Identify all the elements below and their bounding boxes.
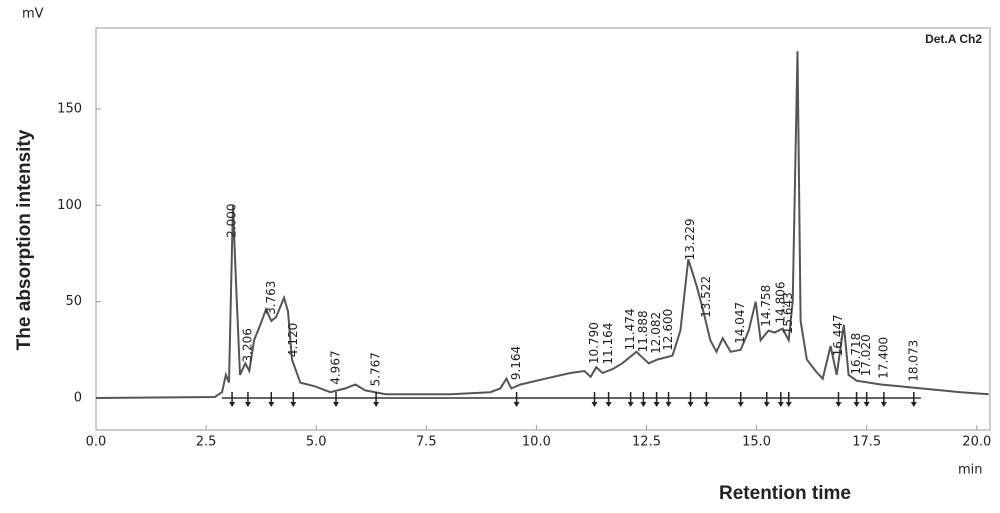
peak-arrow: [640, 402, 647, 408]
peak-label: 11.474: [623, 308, 637, 350]
peak-label: 3.763: [264, 281, 278, 315]
peak-arrow: [627, 402, 634, 408]
peak-label: 12.600: [661, 309, 675, 351]
peak-arrow: [268, 402, 275, 408]
x-unit: min: [958, 463, 983, 478]
x-tick-label: 2.5: [196, 435, 217, 450]
peak-label: 11.164: [601, 323, 615, 365]
x-tick-label: 20.0: [962, 435, 991, 450]
peak-arrow: [605, 402, 612, 408]
peak-label: 4.120: [286, 323, 300, 357]
peak-label: 15.643: [781, 292, 795, 334]
peak-label: 5.767: [369, 352, 383, 386]
peak-arrow: [244, 402, 251, 408]
peak-label: 18.073: [906, 340, 920, 382]
x-tick-label: 17.5: [852, 435, 881, 450]
y-unit: mV: [22, 7, 44, 22]
peak-label: 14.047: [733, 302, 747, 344]
peak-arrow: [665, 402, 672, 408]
peak-label: 12.082: [649, 312, 663, 354]
x-tick-label: 10.0: [522, 435, 551, 450]
peak-arrow: [737, 402, 744, 408]
peak-arrow: [835, 402, 842, 408]
peak-label: 14.758: [759, 285, 773, 327]
peak-label: 9.164: [509, 346, 523, 380]
x-tick-label: 15.0: [742, 435, 771, 450]
peak-arrow: [653, 402, 660, 408]
y-tick-label: 0: [74, 391, 82, 406]
peak-arrow: [703, 402, 710, 408]
peak-arrow: [513, 402, 520, 408]
x-tick-label: 5.0: [306, 435, 327, 450]
peak-arrow: [229, 402, 236, 408]
peak-arrow: [290, 402, 297, 408]
peak-arrow: [687, 402, 694, 408]
peak-label: 11.888: [636, 310, 650, 352]
peak-label: 4.967: [329, 350, 343, 384]
x-tick-label: 12.5: [632, 435, 661, 450]
peak-label: 13.522: [699, 276, 713, 318]
peak-label: 3.206: [240, 328, 254, 362]
peak-label: 14.806: [773, 281, 787, 323]
peak-arrow: [591, 402, 598, 408]
plot-frame: [95, 27, 991, 431]
peak-label: 17.400: [876, 337, 890, 379]
x-tick-label: 0.0: [86, 435, 107, 450]
peak-label: 16.447: [831, 314, 845, 356]
x-tick-label: 7.5: [416, 435, 437, 450]
peak-arrow: [910, 402, 917, 408]
peak-label: 17.020: [859, 334, 873, 376]
peak-arrow: [763, 402, 770, 408]
trace: [95, 51, 989, 399]
y-axis-label: The absorption intensity: [14, 129, 35, 350]
peak-arrow: [333, 402, 340, 408]
peak-label: 10.790: [587, 322, 601, 364]
peak-arrow: [853, 402, 860, 408]
peak-label: 13.229: [683, 218, 697, 260]
y-tick-label: 50: [65, 294, 82, 309]
y-tick-label: 150: [57, 101, 82, 116]
peak-arrow: [373, 402, 380, 408]
peak-arrow: [863, 402, 870, 408]
peak-label: 2.000: [225, 203, 239, 237]
peak-arrow: [880, 402, 887, 408]
detector-label: Det.A Ch2: [925, 32, 982, 46]
y-tick-label: 100: [57, 198, 82, 213]
x-axis-label: Retention time: [719, 483, 851, 504]
peak-arrow: [785, 402, 792, 408]
peak-arrow: [777, 402, 784, 408]
peak-label: 16.718: [849, 333, 863, 375]
